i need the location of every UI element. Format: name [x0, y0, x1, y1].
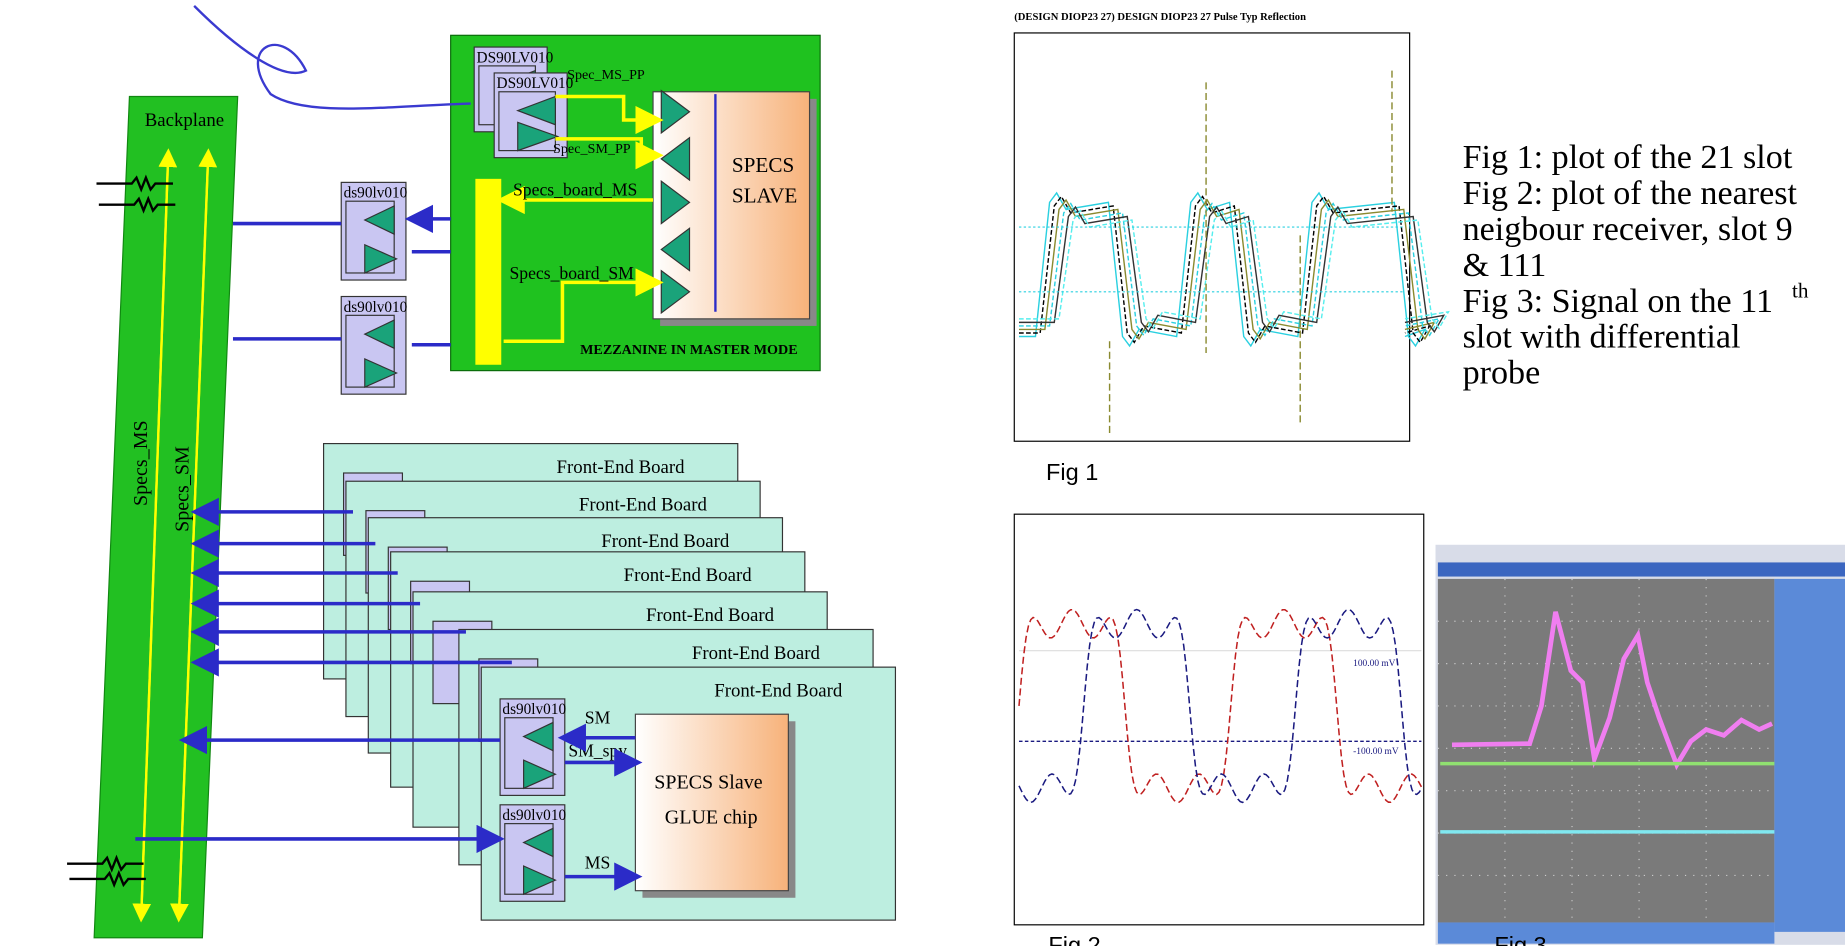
- label: (DESIGN DIOP23 27) DESIGN DIOP23 27 Puls…: [1014, 12, 1306, 23]
- label: SM: [585, 708, 611, 728]
- label: DS90LV010: [477, 49, 554, 66]
- label: SPECS Slave: [654, 771, 762, 793]
- label: Fig 1: plot of the 21 slot: [1463, 139, 1793, 176]
- label: Front-End Board: [692, 643, 821, 664]
- label: Front-End Board: [579, 495, 708, 516]
- label: Front-End Board: [557, 457, 686, 478]
- scope-screen: [1438, 579, 1775, 923]
- label: SPECS: [732, 153, 794, 177]
- label: MEZZANINE IN MASTER MODE: [580, 342, 798, 358]
- mezzanine-connector: [475, 179, 501, 365]
- label: 100.00 mV: [1353, 659, 1396, 669]
- label: slot with differential: [1463, 319, 1741, 356]
- label: SLAVE: [732, 183, 797, 207]
- label: Front-End Board: [646, 605, 775, 626]
- label: Front-End Board: [624, 565, 753, 586]
- scope-status: [1438, 922, 1775, 943]
- fiber-cable: [194, 6, 471, 109]
- label: Specs_MS: [130, 420, 152, 506]
- label: Fig 2: plot of the nearest: [1463, 175, 1798, 212]
- label: th: [1792, 279, 1809, 303]
- scope-toolbar: [1438, 562, 1845, 576]
- label: Fig 1: [1046, 459, 1098, 485]
- label: & 111: [1463, 247, 1547, 284]
- dynamic-layer: Backplane Specs_MS Specs_SM DS90LV010 DS90LV…: [67, 12, 1845, 946]
- label: ds90lv010: [344, 185, 408, 202]
- label: Fig 3: Signal on the 11: [1463, 283, 1773, 320]
- label: SM_spy: [568, 741, 627, 761]
- label: DS90LV010: [497, 75, 574, 92]
- label: Spec_SM_PP: [553, 141, 631, 157]
- label: Backplane: [145, 110, 224, 131]
- slide: Backplane Specs_MS Specs_SM DS90LV010 DS90LV…: [0, 0, 1845, 946]
- label: Specs_board_SM: [509, 263, 634, 283]
- scope-panel: [1774, 579, 1845, 932]
- label: -100.00 mV: [1353, 747, 1399, 757]
- label: Fig 2: [1048, 932, 1100, 946]
- label: ds90lv010: [502, 807, 566, 824]
- label: Fig 3: [1494, 932, 1546, 946]
- label: Specs_board_MS: [513, 179, 637, 199]
- label: MS: [585, 852, 610, 872]
- label: Front-End Board: [714, 681, 843, 702]
- label: ds90lv010: [344, 299, 408, 316]
- label: neigbour receiver, slot 9: [1463, 211, 1793, 248]
- plot-frame: [1014, 514, 1423, 925]
- label: probe: [1463, 355, 1541, 392]
- label: Front-End Board: [601, 531, 730, 552]
- label: Spec_MS_PP: [567, 67, 645, 83]
- label: GLUE chip: [665, 807, 758, 829]
- plot-frame: [1014, 33, 1409, 441]
- label: Specs_SM: [171, 446, 193, 532]
- label: ds90lv010: [502, 701, 566, 718]
- page: Backplane Specs_MS Specs_SM DS90LV010 DS90LV…: [0, 0, 1845, 946]
- glue-chip: [635, 714, 788, 890]
